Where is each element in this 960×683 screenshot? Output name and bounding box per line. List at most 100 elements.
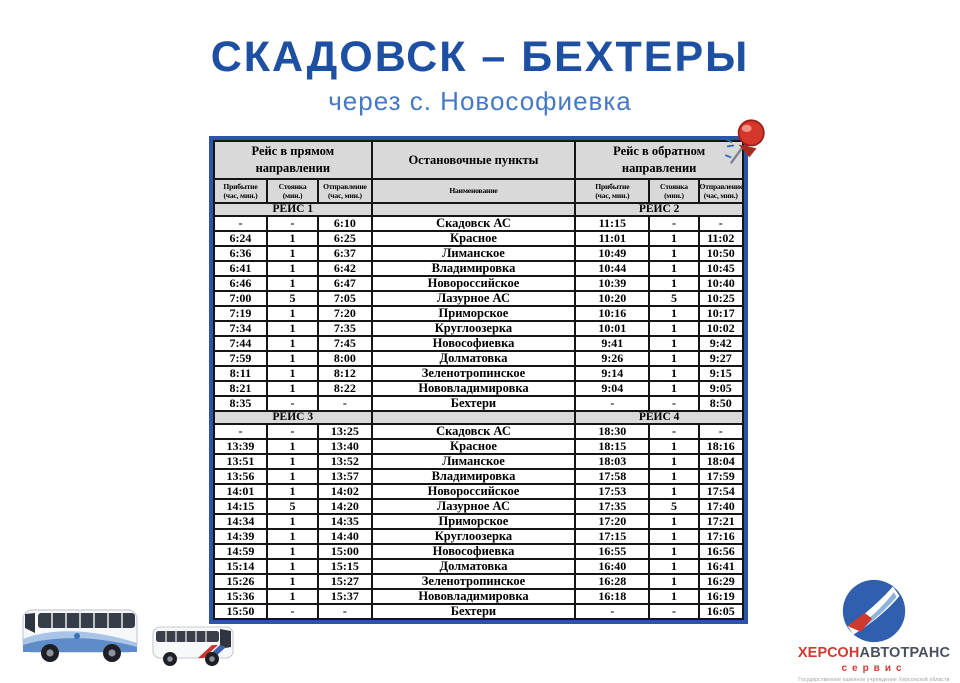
fwd-arrival-cell: 14:39 bbox=[213, 528, 268, 545]
fwd-stopover-cell: 1 bbox=[265, 260, 320, 277]
stop-name-cell: Нововладимировка bbox=[370, 380, 577, 397]
fwd-departure-cell: 14:20 bbox=[317, 498, 373, 515]
timetable-row: 14:01 1 14:02 Новороссийское 17:53 1 17:54 bbox=[213, 483, 745, 500]
rev-stopover-cell: 1 bbox=[648, 275, 700, 292]
timetable-row: 14:15 5 14:20 Лазурное АС 17:35 5 17:40 bbox=[213, 498, 745, 515]
timetable-row: 13:39 1 13:40 Красное 18:15 1 18:16 bbox=[213, 438, 745, 455]
header-row-sub: Прибытие (час, мин.) Стоянка (мин.) Отпр… bbox=[213, 178, 745, 204]
fwd-stopover-cell: 1 bbox=[265, 453, 320, 470]
rev-arrival-cell: 17:35 bbox=[574, 498, 651, 515]
fwd-departure-cell: 15:15 bbox=[317, 558, 373, 575]
fwd-stopover-cell: 1 bbox=[265, 365, 320, 382]
fwd-arrival-cell: 7:00 bbox=[213, 290, 268, 307]
fwd-stopover-cell: 1 bbox=[265, 468, 320, 485]
rev-departure-cell: 16:56 bbox=[697, 543, 745, 560]
timetable-row: 7:59 1 8:00 Долматовка 9:26 1 9:27 bbox=[213, 350, 745, 367]
rev-arrival-cell: 16:28 bbox=[574, 573, 651, 590]
fwd-departure-cell: 13:52 bbox=[317, 453, 373, 470]
khersonavtotrans-logo: ХЕРСОНАВТОТРАНС сервис Государственное к… bbox=[790, 577, 958, 683]
header-fwd-arrival: Прибытие (час, мин.) bbox=[213, 178, 268, 204]
rev-stopover-cell: 1 bbox=[648, 350, 700, 367]
fwd-arrival-cell: 6:24 bbox=[213, 230, 268, 247]
rev-stopover-cell: 1 bbox=[648, 438, 700, 455]
fwd-stopover-cell: - bbox=[265, 603, 320, 620]
trip-spacer-cell bbox=[370, 410, 577, 425]
rev-arrival-cell: 9:14 bbox=[574, 365, 651, 382]
page-title: СКАДОВСК – БЕХТЕРЫ bbox=[210, 33, 750, 81]
stop-name-cell: Новороссийское bbox=[370, 275, 577, 292]
stop-name-cell: Скадовск АС bbox=[370, 423, 577, 440]
timetable-row: - -13:25 Скадовск АС 18:30- - bbox=[213, 423, 745, 440]
fwd-arrival-cell: 8:21 bbox=[213, 380, 268, 397]
fwd-departure-cell: 14:40 bbox=[317, 528, 373, 545]
fwd-departure-cell: 6:25 bbox=[317, 230, 373, 247]
timetable-row: 6:41 1 6:42 Владимировка 10:44 1 10:45 bbox=[213, 260, 745, 277]
header-backward-direction: Рейс в обратном направлении bbox=[574, 140, 744, 180]
trip-label-backward: РЕЙС 4 bbox=[574, 410, 744, 425]
rev-departure-cell: 17:59 bbox=[697, 468, 745, 485]
rev-stopover-cell: 1 bbox=[648, 453, 700, 470]
fwd-arrival-cell: 6:46 bbox=[213, 275, 268, 292]
stop-name-cell: Бехтери bbox=[370, 395, 577, 412]
fwd-arrival-cell: 6:36 bbox=[213, 245, 268, 262]
fwd-stopover-cell: 1 bbox=[265, 350, 320, 367]
trip-label-backward: РЕЙС 2 bbox=[574, 202, 744, 217]
rev-stopover-cell: 1 bbox=[648, 528, 700, 545]
rev-arrival-cell: 18:03 bbox=[574, 453, 651, 470]
rev-arrival-cell: 16:18 bbox=[574, 588, 651, 605]
logo-globe-icon bbox=[842, 579, 906, 643]
logo-brand-text: ХЕРСОНАВТОТРАНС bbox=[790, 645, 958, 662]
fwd-arrival-cell: 15:14 bbox=[213, 558, 268, 575]
timetable-row: 15:50- - Бехтери - -16:05 bbox=[213, 603, 745, 620]
stop-name-cell: Лиманское bbox=[370, 245, 577, 262]
rev-departure-cell: 10:40 bbox=[697, 275, 745, 292]
stop-name-cell: Владимировка bbox=[370, 260, 577, 277]
fwd-departure-cell: 15:00 bbox=[317, 543, 373, 560]
fwd-arrival-cell: 14:01 bbox=[213, 483, 268, 500]
fwd-departure-cell: 14:35 bbox=[317, 513, 373, 530]
rev-stopover-cell: 1 bbox=[648, 513, 700, 530]
rev-stopover-cell: 1 bbox=[648, 365, 700, 382]
rev-stopover-cell: - bbox=[648, 395, 700, 412]
logo-service-label: сервис bbox=[841, 662, 907, 674]
rev-stopover-cell: 5 bbox=[648, 498, 700, 515]
rev-departure-cell: 10:25 bbox=[697, 290, 745, 307]
rev-stopover-cell: 1 bbox=[648, 320, 700, 337]
timetable-row: 7:19 1 7:20 Приморское 10:16 1 10:17 bbox=[213, 305, 745, 322]
rev-departure-cell: 11:02 bbox=[697, 230, 745, 247]
stop-name-cell: Зеленотропинское bbox=[370, 573, 577, 590]
rev-stopover-cell: 1 bbox=[648, 260, 700, 277]
fwd-departure-cell: 13:57 bbox=[317, 468, 373, 485]
timetable-row: 15:36 1 15:37 Нововладимировка 16:18 1 16:19 bbox=[213, 588, 745, 605]
fwd-arrival-cell: 15:26 bbox=[213, 573, 268, 590]
stop-name-cell: Новософиевка bbox=[370, 335, 577, 352]
trip-label-forward: РЕЙС 3 bbox=[213, 410, 373, 425]
stop-name-cell: Лиманское bbox=[370, 453, 577, 470]
fwd-stopover-cell: 1 bbox=[265, 320, 320, 337]
fwd-arrival-cell: 14:34 bbox=[213, 513, 268, 530]
fwd-arrival-cell: - bbox=[213, 215, 268, 232]
timetable-row: 6:24 1 6:25 Красное 11:01 1 11:02 bbox=[213, 230, 745, 247]
fwd-departure-cell: 15:37 bbox=[317, 588, 373, 605]
fwd-arrival-cell: 15:36 bbox=[213, 588, 268, 605]
rev-departure-cell: 18:04 bbox=[697, 453, 745, 470]
header-forward-direction: Рейс в прямом направлении bbox=[213, 140, 373, 180]
fwd-departure-cell: - bbox=[317, 395, 373, 412]
rev-stopover-cell: 1 bbox=[648, 468, 700, 485]
timetable-row: 8:35- - Бехтери - -8:50 bbox=[213, 395, 745, 412]
fwd-arrival-cell: 13:39 bbox=[213, 438, 268, 455]
rev-departure-cell: 9:42 bbox=[697, 335, 745, 352]
stop-name-cell: Лазурное АС bbox=[370, 498, 577, 515]
pushpin-icon bbox=[725, 119, 765, 164]
fwd-arrival-cell: 6:41 bbox=[213, 260, 268, 277]
header-rev-departure: Отправление (час, мин.) bbox=[697, 178, 745, 204]
rev-stopover-cell: - bbox=[648, 423, 700, 440]
rev-arrival-cell: 18:15 bbox=[574, 438, 651, 455]
bus-illustration-left bbox=[22, 609, 138, 662]
trip-header-row: РЕЙС 3 РЕЙС 4 bbox=[213, 410, 744, 425]
rev-departure-cell: 10:17 bbox=[697, 305, 745, 322]
rev-departure-cell: 10:02 bbox=[697, 320, 745, 337]
fwd-stopover-cell: 5 bbox=[265, 498, 320, 515]
fwd-arrival-cell: 7:44 bbox=[213, 335, 268, 352]
fwd-stopover-cell: 1 bbox=[265, 588, 320, 605]
